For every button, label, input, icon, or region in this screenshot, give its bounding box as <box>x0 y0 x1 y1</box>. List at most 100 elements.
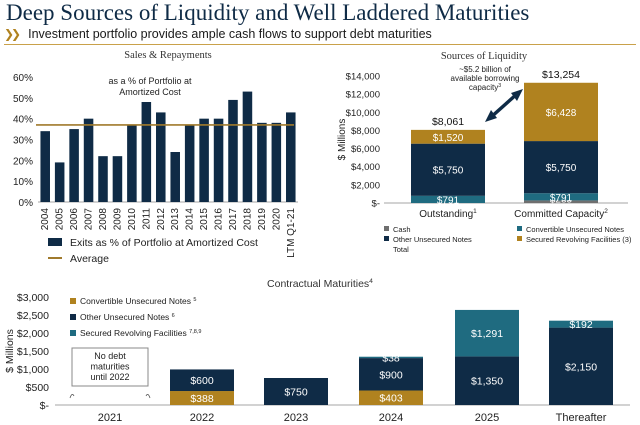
y-tick-label: $- <box>372 199 380 210</box>
maturity-segment <box>455 356 519 405</box>
y-tick-label: $12,000 <box>346 90 380 101</box>
y-tick-label: $1,500 <box>17 346 49 358</box>
x-tick-label: 2015 <box>199 208 210 231</box>
note-box <box>71 347 149 387</box>
x-tick-label: 2010 <box>127 208 138 231</box>
superscript: 3 <box>498 83 501 89</box>
legend-swatch <box>70 298 76 304</box>
segment-label: $388 <box>190 393 214 405</box>
x-category-label: Outstanding1 <box>419 208 477 220</box>
legend-swatch <box>384 226 389 231</box>
x-tick-label: 2012 <box>156 208 167 231</box>
y-tick-label: $4,000 <box>351 162 380 173</box>
x-tick-label: 2009 <box>112 208 123 231</box>
y-tick-label: $2,000 <box>351 180 380 191</box>
subtitle-row: ❯❯ Investment portfolio provides ample c… <box>4 26 432 42</box>
y-tick-label: $1,000 <box>17 364 49 376</box>
x-tick-label: 2019 <box>257 208 268 231</box>
note-bracket-right <box>145 394 151 399</box>
superscript: 5 <box>193 297 196 303</box>
liquidity-segment <box>411 143 485 196</box>
maturity-segment <box>359 358 423 391</box>
annotation-line-1: ~$5.2 billion of <box>459 65 512 74</box>
x-tick-label: 2016 <box>214 208 225 231</box>
exit-bar <box>199 118 209 202</box>
note-bracket-left <box>69 394 75 399</box>
legend-label: Cash <box>393 225 411 234</box>
x-category-label: 2021 <box>98 412 122 424</box>
segment-label: $403 <box>379 393 403 405</box>
x-category-label: 2022 <box>190 412 214 424</box>
maturity-segment <box>359 390 423 405</box>
text-span: Other Unsecured Notes <box>80 312 172 322</box>
y-tick-label: $10,000 <box>346 108 380 119</box>
segment-label: $600 <box>190 375 214 387</box>
exit-bar <box>83 118 94 202</box>
exit-bar <box>141 102 152 202</box>
arrow-head-down <box>485 110 497 122</box>
y-tick-label: 10% <box>13 177 33 188</box>
total-label: $13,254 <box>542 69 580 81</box>
x-tick-label: 2006 <box>69 208 80 231</box>
liquidity-segment <box>411 195 485 203</box>
y-tick-label: $2,000 <box>17 328 49 340</box>
x-category-label: Committed Capacity2 <box>514 208 608 220</box>
exit-bar <box>271 122 282 202</box>
total-label: $8,061 <box>432 116 464 128</box>
legend-swatch <box>517 226 522 231</box>
x-tick-label: 2007 <box>84 208 95 231</box>
y-tick-label: $6,000 <box>351 144 380 155</box>
legend-label-average: Average <box>70 253 109 265</box>
y-tick-label: 30% <box>13 136 33 147</box>
exit-bar <box>98 156 108 202</box>
page-title: Deep Sources of Liquidity and Well Ladde… <box>6 0 530 25</box>
x-tick-label: 2008 <box>98 208 109 231</box>
exit-bar <box>213 118 224 202</box>
text-span: Contractual Maturities <box>267 278 369 290</box>
liquidity-segment <box>524 82 598 142</box>
y-axis-label: $ Millions <box>4 329 16 373</box>
exit-bar <box>228 99 238 202</box>
superscript: 6 <box>172 313 175 319</box>
exit-bar <box>286 112 296 202</box>
y-tick-label: $500 <box>26 382 50 394</box>
x-tick-label: 2014 <box>185 208 196 231</box>
legend-swatch-exits <box>48 238 62 246</box>
liquidity-segment <box>524 193 598 201</box>
arrow-head-up <box>511 89 523 101</box>
annotation-line-1: as a % of Portfolio at <box>108 76 192 86</box>
y-tick-label: $- <box>40 400 50 412</box>
segment-label: $900 <box>379 369 403 381</box>
legend-label-exits: Exits as % of Portfolio at Amortized Cos… <box>70 237 258 249</box>
segment-label: $791 <box>437 195 460 206</box>
y-tick-label: 0% <box>19 198 34 209</box>
x-category-label: Thereafter <box>556 412 607 424</box>
y-tick-label: 60% <box>13 73 33 84</box>
x-tick-label: 2018 <box>242 208 253 231</box>
liquidity-segment <box>411 129 485 144</box>
annotation-line-3: capacity3 <box>469 83 501 92</box>
y-tick-label: 50% <box>13 94 33 105</box>
x-tick-label: LTM Q1-21 <box>286 208 297 258</box>
x-category-label: 2023 <box>284 412 308 424</box>
text-span: Convertible Unsecured Notes <box>80 296 193 306</box>
legend-swatch <box>70 330 76 336</box>
x-tick-label: 2013 <box>170 208 181 231</box>
chart-title: Contractual Maturities4 <box>267 278 373 290</box>
segment-label: $5,750 <box>433 166 464 177</box>
double-chevron-icon: ❯❯ <box>4 27 21 41</box>
y-axis-label: $ Millions <box>337 119 348 161</box>
exit-bar <box>69 129 79 202</box>
x-tick-label: 2004 <box>40 208 51 231</box>
maturity-segment <box>264 378 328 405</box>
text-span: Committed Capacity <box>514 209 604 220</box>
legend-label: Convertible Unsecured Notes 5 <box>80 296 196 306</box>
title-divider <box>4 44 636 45</box>
exit-bar <box>257 122 267 202</box>
maturity-segment <box>170 391 234 405</box>
annotation-arrow-shaft <box>488 91 520 120</box>
segment-label: $750 <box>284 387 308 399</box>
x-tick-label: 2011 <box>141 208 152 230</box>
x-category-label: 2024 <box>379 412 403 424</box>
maturity-segment <box>359 356 423 359</box>
